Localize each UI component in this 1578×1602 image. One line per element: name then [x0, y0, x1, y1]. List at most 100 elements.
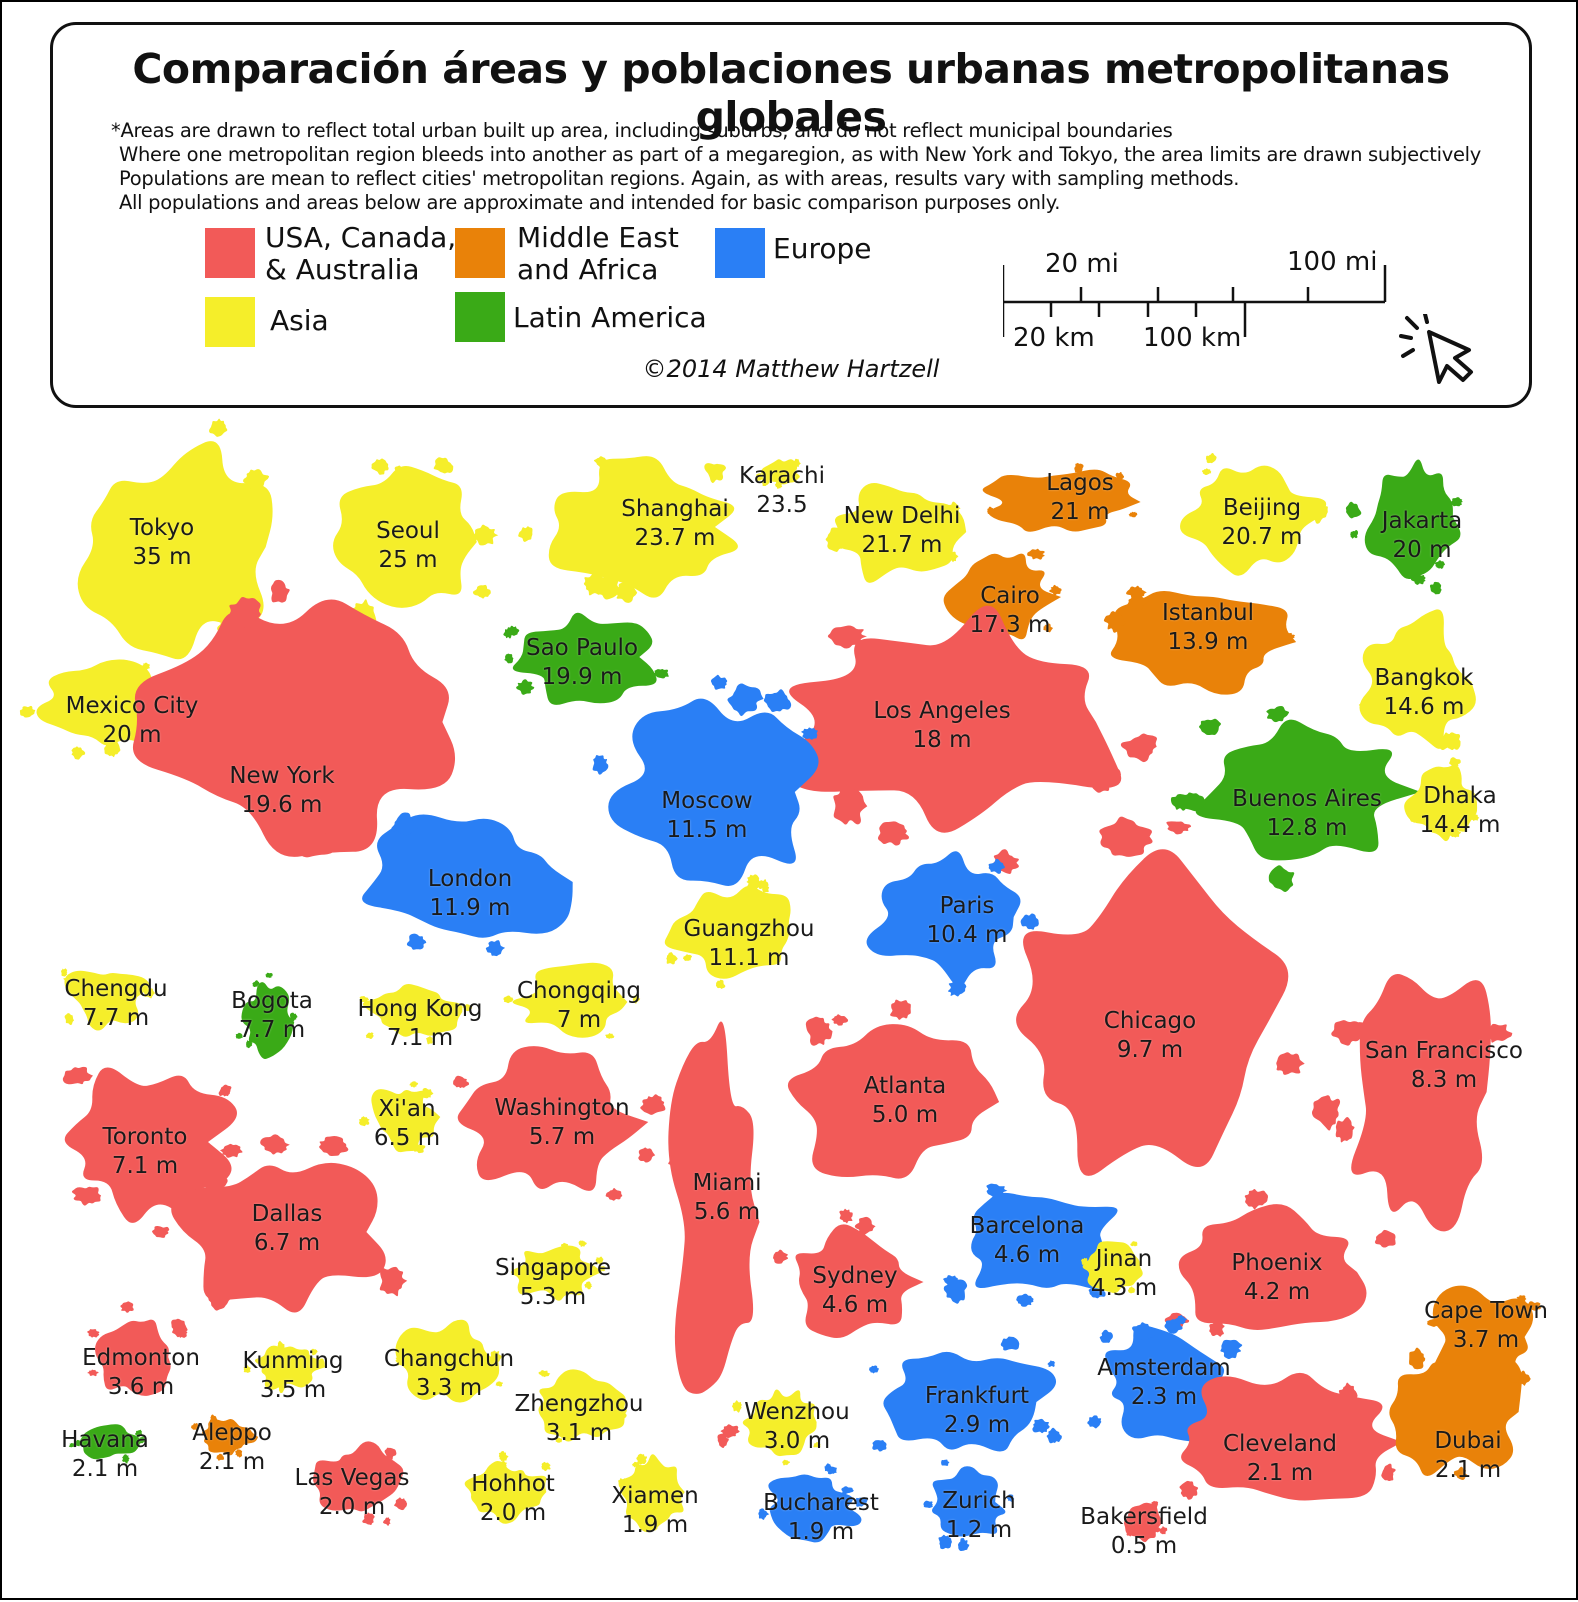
city-fragment-bogota	[265, 972, 273, 978]
city-fragment-havana	[138, 1436, 147, 1444]
city-fragment-jakarta	[1434, 560, 1445, 569]
city-shape-bangkok	[1359, 609, 1476, 749]
city-population-edmonton: 3.6 m	[107, 1374, 175, 1400]
city-area-miami	[668, 1021, 760, 1449]
city-fragment-sydney	[817, 1321, 829, 1329]
city-population-dhaka: 14.4 m	[1419, 812, 1501, 838]
city-fragment-aleppo	[209, 1414, 218, 1424]
city-label-lagos: Lagos	[1046, 470, 1114, 496]
city-fragment-barcelona	[943, 1278, 968, 1304]
city-fragment-kunming	[243, 1365, 251, 1373]
city-label-istanbul: Istanbul	[1161, 600, 1255, 626]
city-fragment-zurich	[940, 1459, 950, 1466]
note-line-3: Populations are mean to reflect cities' …	[119, 167, 1240, 190]
city-label-sao-paulo: Sao Paulo	[525, 635, 639, 661]
city-label-moscow: Moscow	[661, 788, 753, 814]
city-area-london	[362, 812, 573, 957]
city-fragment-moscow	[710, 674, 728, 690]
city-area-istanbul	[1103, 585, 1297, 695]
city-area-barcelona	[943, 1183, 1118, 1307]
city-fragment-changchun	[490, 1350, 503, 1363]
city-fragment-london	[485, 940, 506, 957]
city-fragment-mexico-city	[19, 705, 36, 718]
city-fragment-kunming	[278, 1383, 285, 1394]
legend-usa-line2: & Australia	[265, 253, 420, 286]
city-fragment-bakersfield	[1159, 1526, 1168, 1535]
city-fragment-amsterdam	[1087, 1415, 1102, 1429]
city-fragment-miami	[717, 1433, 729, 1449]
legend-swatch-usa	[205, 228, 255, 278]
city-fragment-las-vegas	[394, 1497, 408, 1511]
city-fragment-san-francisco	[1311, 1095, 1341, 1131]
city-population-washington: 5.7 m	[528, 1124, 596, 1150]
city-shape-istanbul	[1110, 591, 1297, 695]
city-fragment-jinan	[1127, 1286, 1136, 1294]
city-fragment-amsterdam	[1099, 1329, 1113, 1343]
city-population-new-delhi: 21.7 m	[861, 532, 943, 558]
city-population-atlanta: 5.0 m	[871, 1102, 939, 1128]
city-fragment-cape-town	[1427, 1319, 1439, 1327]
city-fragment-barcelona	[986, 1183, 1008, 1198]
city-fragment-amsterdam	[1132, 1322, 1157, 1341]
city-area-lagos	[982, 462, 1141, 532]
city-label-chengdu: Chengdu	[64, 976, 168, 1002]
city-fragment-frankfurt	[872, 1440, 887, 1452]
city-population-bangkok: 14.6 m	[1383, 694, 1465, 720]
city-fragment-jakarta	[1410, 573, 1426, 585]
city-fragment-havana	[135, 1429, 143, 1438]
city-area-bucharest	[758, 1463, 868, 1543]
city-fragment-moscow	[727, 683, 764, 717]
city-fragment-wenzhou	[813, 1442, 821, 1448]
city-fragment-cleveland	[1179, 1480, 1199, 1500]
city-fragment-edmonton	[171, 1318, 188, 1338]
city-fragment-los-angeles	[827, 625, 867, 649]
city-fragment-edmonton	[87, 1369, 99, 1377]
city-shape-hohhot	[464, 1461, 547, 1524]
page-title: Comparación áreas y poblaciones urbanas …	[132, 45, 1450, 141]
city-area-hohhot	[464, 1450, 551, 1524]
legend-swatch-asia	[205, 297, 255, 347]
city-label-jakarta: Jakarta	[1381, 508, 1463, 534]
city-population-miami: 5.6 m	[693, 1199, 761, 1225]
city-fragment-bangkok	[1446, 732, 1461, 750]
city-fragment-toronto	[218, 1084, 232, 1097]
city-fragment-cleveland	[1338, 1382, 1358, 1404]
city-fragment-bakersfield	[1153, 1526, 1162, 1533]
city-fragment-new-delhi	[948, 501, 961, 515]
city-fragment-bucharest	[846, 1512, 859, 1523]
city-fragment-chongqing	[503, 995, 514, 1004]
city-shape-new-delhi	[834, 483, 967, 583]
city-fragment-dallas	[205, 1286, 233, 1311]
city-fragment-lagos	[1115, 472, 1124, 480]
city-label-seoul: Seoul	[376, 518, 440, 544]
city-label-dubai: Dubai	[1434, 1428, 1502, 1454]
city-area-jinan	[1081, 1241, 1143, 1294]
city-shape-jakarta	[1364, 459, 1461, 580]
city-fragment-toronto	[62, 1066, 93, 1085]
city-shape-wenzhou	[742, 1389, 817, 1457]
city-area-zurich	[923, 1459, 1015, 1552]
city-label-karachi: Karachi	[739, 463, 825, 489]
city-shape-guangzhou	[664, 885, 791, 979]
city-population-paris: 10.4 m	[926, 922, 1008, 948]
city-population-las-vegas: 2.0 m	[318, 1494, 386, 1520]
city-fragment-aleppo	[235, 1449, 243, 1458]
city-fragment-edmonton	[87, 1329, 100, 1338]
city-fragment-edmonton	[120, 1301, 134, 1313]
city-area-sydney	[773, 1208, 924, 1339]
click-cursor-icon[interactable]	[1387, 314, 1487, 394]
city-fragment-seoul	[371, 458, 389, 475]
city-label-shanghai: Shanghai	[621, 496, 729, 522]
city-fragment-lagos	[1074, 462, 1084, 474]
scale-label-20km: 20 km	[1013, 323, 1095, 353]
city-fragment-chengdu	[135, 977, 148, 988]
city-population-singapore: 5.3 m	[519, 1284, 587, 1310]
city-area-bakersfield	[1123, 1500, 1168, 1543]
scale-bar: 20 mi 100 mi 20 km 100 km	[1001, 245, 1423, 365]
city-population-chengdu: 7.7 m	[82, 1005, 150, 1031]
city-area-xi-an	[358, 1081, 441, 1154]
city-fragment-xiamen	[632, 1461, 640, 1468]
city-fragment-xiamen	[636, 1453, 648, 1465]
